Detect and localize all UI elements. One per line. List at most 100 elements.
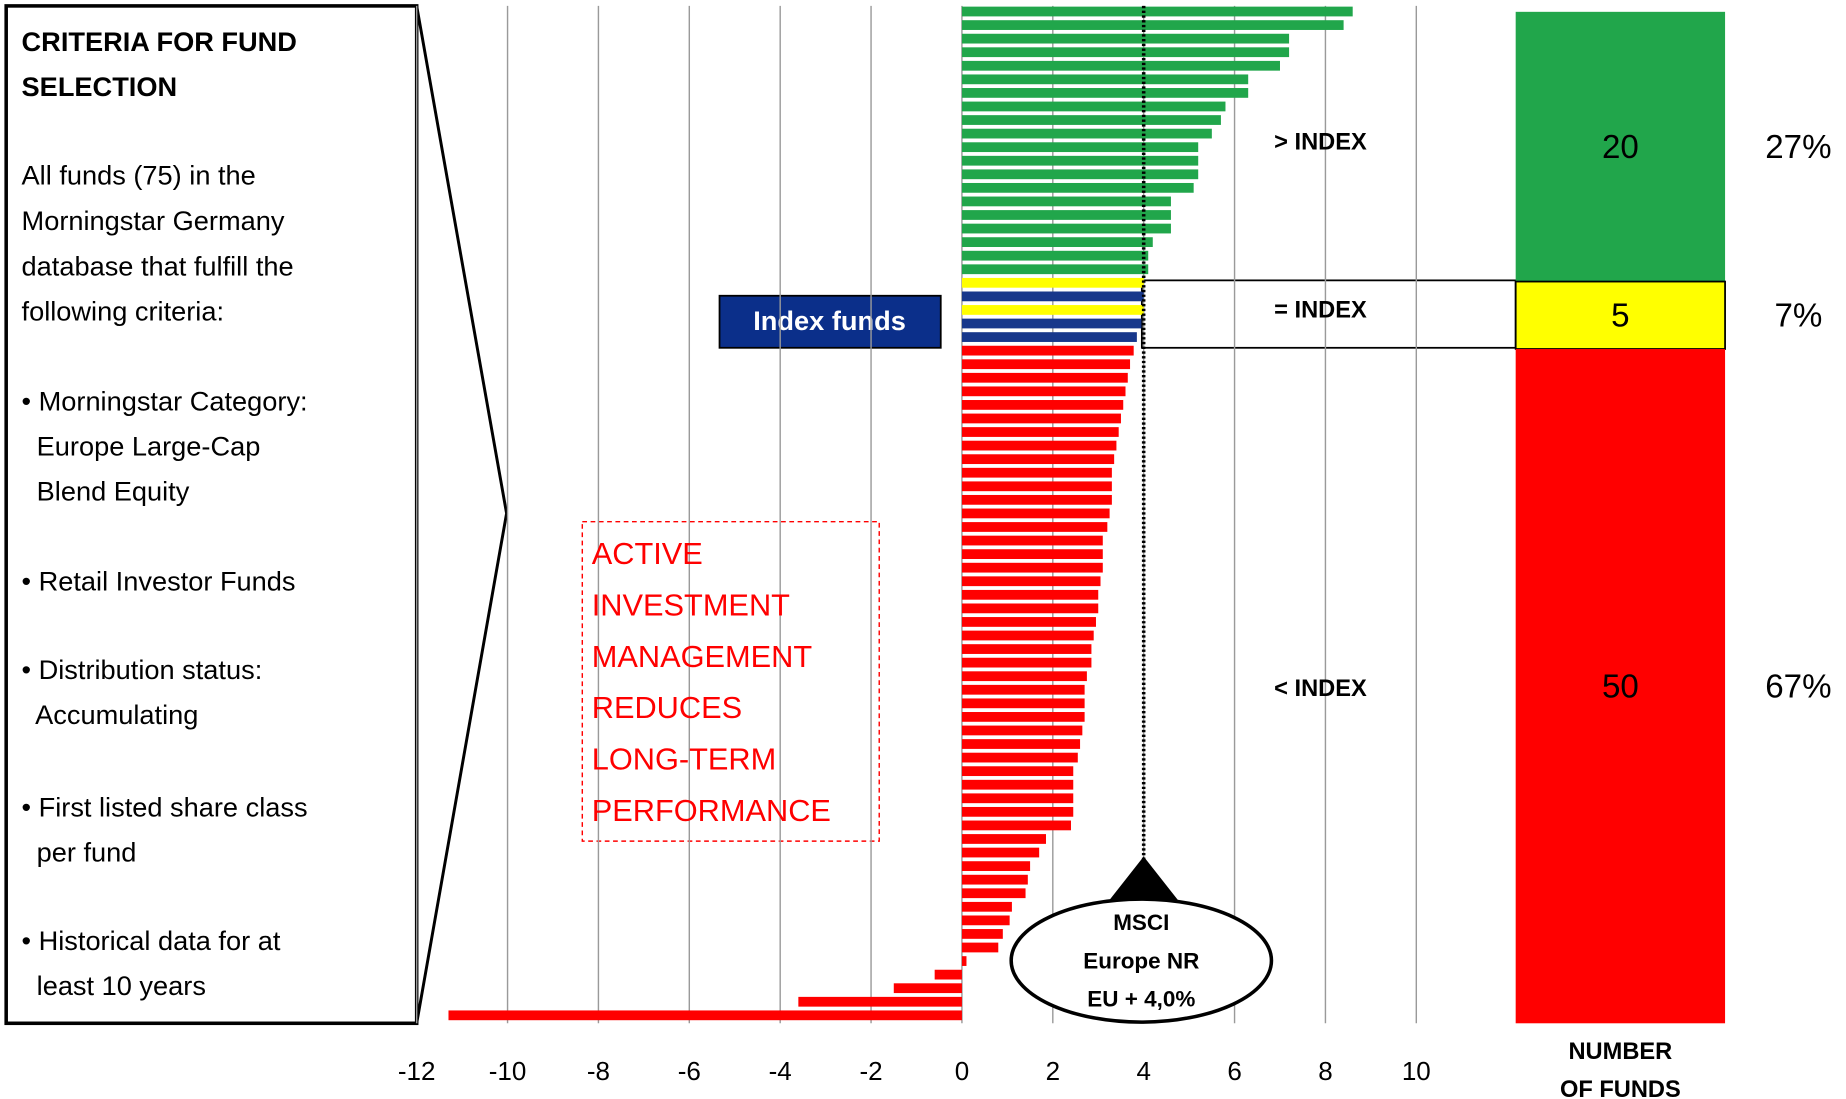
criteria-text: following criteria: bbox=[22, 296, 224, 327]
bar bbox=[961, 671, 1087, 682]
bar bbox=[961, 33, 1290, 44]
bar bbox=[961, 522, 1108, 532]
grid bbox=[415, 5, 1418, 1024]
bar bbox=[961, 196, 1171, 207]
bar bbox=[961, 712, 1085, 722]
bar bbox=[961, 142, 1199, 153]
active-note: INVESTMENT bbox=[592, 587, 790, 622]
bar bbox=[961, 576, 1101, 587]
bar bbox=[961, 318, 1142, 329]
bar bbox=[961, 223, 1171, 234]
x-tick-label: -4 bbox=[769, 1056, 792, 1086]
x-tick-label: 4 bbox=[1136, 1056, 1150, 1086]
count-label: 20 bbox=[1602, 129, 1639, 166]
bar bbox=[961, 88, 1249, 98]
bar bbox=[961, 345, 1134, 356]
bar bbox=[961, 508, 1110, 519]
bar bbox=[961, 454, 1115, 465]
share-label: 7% bbox=[1774, 297, 1822, 334]
bar bbox=[961, 440, 1117, 451]
criteria-bullet: • Morningstar Category: bbox=[22, 386, 308, 417]
bar bbox=[961, 929, 1003, 939]
bar bbox=[961, 942, 999, 953]
bar bbox=[961, 305, 1144, 315]
x-tick-label: -8 bbox=[587, 1056, 610, 1086]
bar bbox=[961, 562, 1103, 573]
bar bbox=[961, 739, 1081, 749]
x-tick-label: 2 bbox=[1046, 1056, 1060, 1086]
criteria-text: database that fulfill the bbox=[22, 250, 294, 281]
criteria-bullet: Europe Large-Cap bbox=[22, 431, 261, 462]
x-tick-label: -10 bbox=[489, 1056, 527, 1086]
bar bbox=[961, 291, 1144, 302]
active-box bbox=[581, 520, 880, 842]
count-segment bbox=[1515, 11, 1726, 282]
criteria-bullet: • Historical data for at bbox=[22, 925, 281, 956]
bar bbox=[961, 644, 1092, 654]
bar bbox=[961, 427, 1119, 437]
bar bbox=[961, 874, 1028, 885]
axis-label: NUMBER bbox=[1568, 1039, 1672, 1065]
criteria-title: CRITERIA FOR FUND bbox=[22, 26, 297, 57]
x-tick-label: -6 bbox=[678, 1056, 701, 1086]
bar bbox=[961, 549, 1103, 559]
active-note: LONG-TERM bbox=[592, 741, 777, 776]
bar bbox=[961, 617, 1096, 627]
benchmark-ellipse bbox=[1009, 897, 1274, 1024]
active-note: PERFORMANCE bbox=[592, 793, 831, 828]
bar bbox=[961, 779, 1074, 790]
bar bbox=[961, 793, 1074, 804]
bar bbox=[961, 861, 1031, 871]
bar bbox=[961, 20, 1344, 30]
bar bbox=[961, 6, 1353, 17]
bar bbox=[961, 956, 967, 966]
bar bbox=[961, 806, 1074, 817]
bar bbox=[961, 210, 1171, 220]
criteria-bullet: • First listed share class bbox=[22, 791, 308, 822]
bar bbox=[961, 264, 1149, 275]
count-label: 50 bbox=[1602, 668, 1639, 705]
bar bbox=[961, 101, 1226, 112]
index-funds-label: Index funds bbox=[753, 305, 906, 336]
x-tick-label: -2 bbox=[859, 1056, 882, 1086]
criteria-title: SELECTION bbox=[22, 71, 178, 102]
bar bbox=[961, 467, 1112, 478]
bar bbox=[961, 589, 1099, 600]
bar bbox=[961, 725, 1083, 736]
bar bbox=[961, 115, 1221, 125]
bar bbox=[961, 155, 1199, 166]
bar bbox=[961, 657, 1092, 668]
share-label: 67% bbox=[1765, 668, 1831, 705]
criteria-text: All funds (75) in the bbox=[22, 160, 256, 191]
criteria-bullet: Accumulating bbox=[22, 699, 199, 730]
x-tick-label: 6 bbox=[1227, 1056, 1241, 1086]
bar bbox=[961, 277, 1144, 288]
bar bbox=[961, 684, 1085, 695]
bar bbox=[934, 969, 962, 980]
criteria-bullet: least 10 years bbox=[22, 970, 206, 1001]
criteria-bullet: per fund bbox=[22, 836, 137, 867]
bar bbox=[961, 888, 1026, 899]
bar bbox=[961, 250, 1149, 261]
bar bbox=[961, 494, 1112, 505]
bar bbox=[961, 752, 1078, 763]
bar bbox=[961, 128, 1212, 139]
category-label: = INDEX bbox=[1274, 297, 1367, 323]
criteria-box bbox=[4, 4, 419, 1026]
bar bbox=[961, 603, 1099, 614]
bar bbox=[961, 413, 1121, 424]
share-label: 27% bbox=[1765, 129, 1831, 166]
active-note: ACTIVE bbox=[592, 536, 703, 571]
criteria-bullet: Blend Equity bbox=[22, 475, 190, 506]
bar bbox=[961, 74, 1249, 85]
category-label: > INDEX bbox=[1274, 129, 1367, 155]
bar bbox=[961, 47, 1290, 58]
x-tick-label: 8 bbox=[1318, 1056, 1332, 1086]
bar bbox=[961, 237, 1153, 248]
x-tick-label: 10 bbox=[1402, 1056, 1431, 1086]
benchmark-label: EU + 4,0% bbox=[1087, 987, 1195, 1012]
count-segment bbox=[1515, 348, 1726, 1024]
bar bbox=[961, 535, 1103, 546]
